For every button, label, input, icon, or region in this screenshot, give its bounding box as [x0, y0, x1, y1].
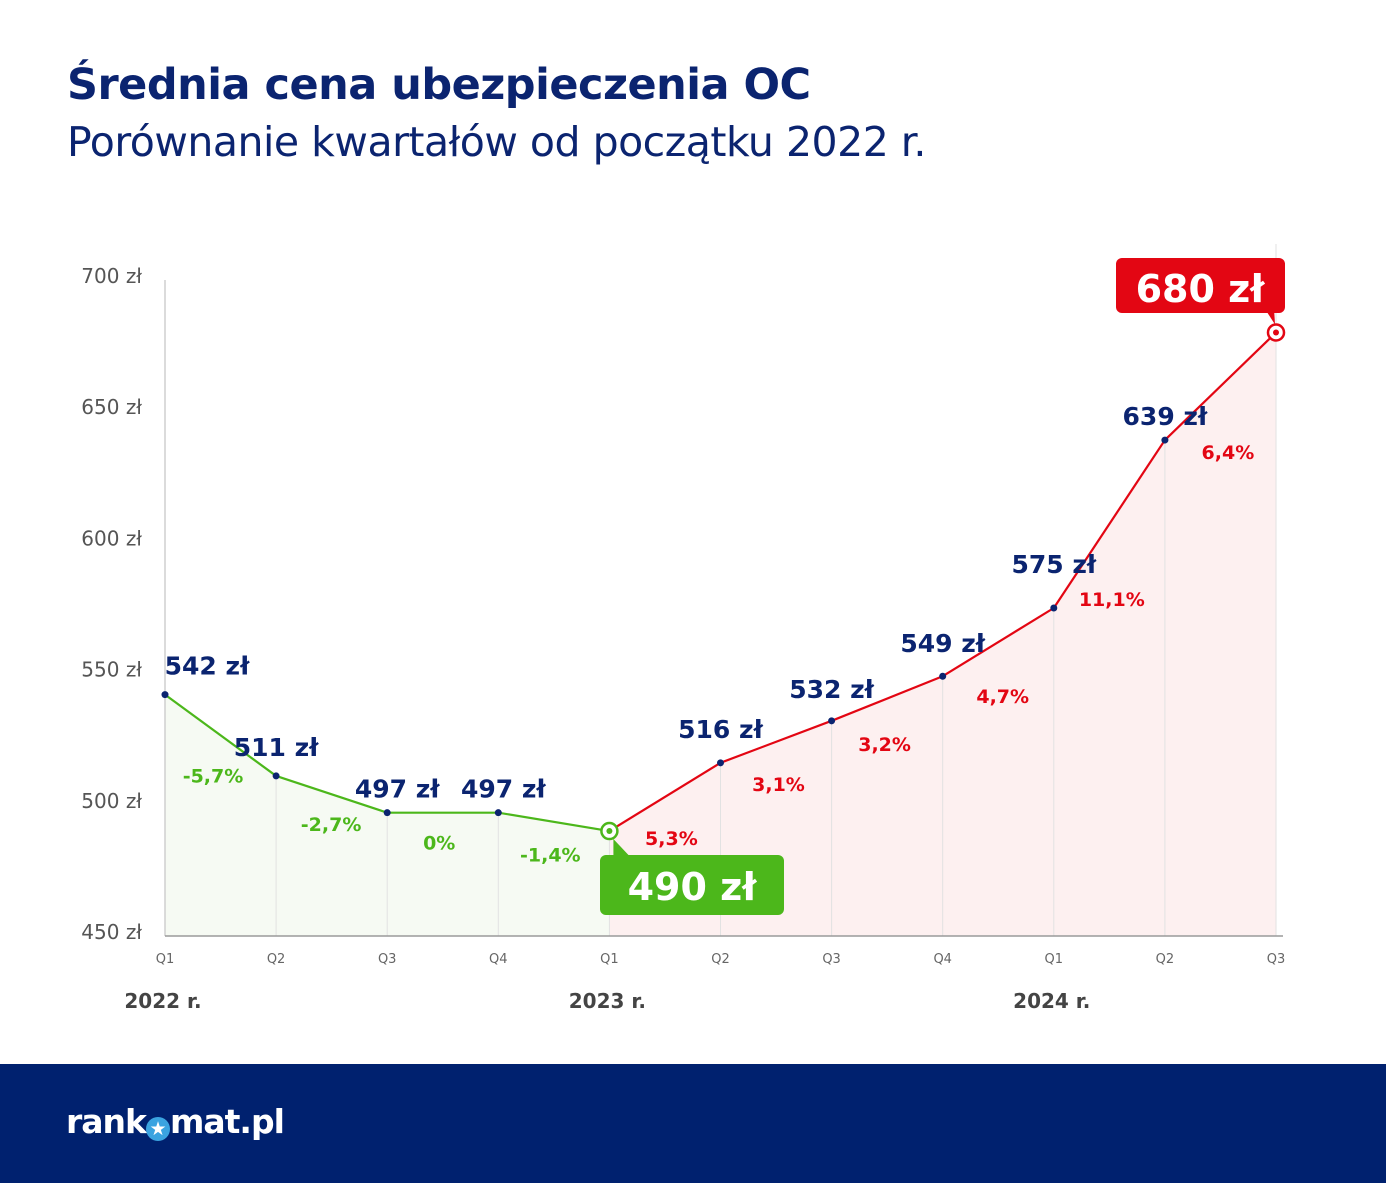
y-tick-label: 600 zł	[81, 526, 142, 550]
data-point	[939, 672, 947, 680]
change-label: 11,1%	[1079, 589, 1145, 611]
value-label: 511 zł	[234, 733, 319, 762]
value-label: 497 zł	[461, 775, 546, 804]
logo-text-start: rank	[66, 1102, 147, 1141]
x-tick-label: Q1	[1045, 952, 1064, 967]
line-segment	[1052, 439, 1166, 609]
x-tick-label: Q2	[267, 952, 286, 967]
x-tick-label: Q4	[489, 952, 508, 967]
value-label: 516 zł	[678, 715, 763, 744]
change-label: 3,2%	[858, 734, 911, 756]
x-tick-label: Q3	[822, 952, 841, 967]
highlight-point-center	[606, 828, 613, 835]
line-segment	[608, 761, 722, 832]
year-label: 2024 r.	[1013, 989, 1090, 1013]
min-value-callout	[600, 855, 784, 915]
footer-bar	[0, 1064, 1386, 1183]
y-tick-label: 650 zł	[81, 395, 142, 419]
year-label: 2022 r.	[124, 989, 201, 1013]
x-tick-label: Q4	[933, 952, 952, 967]
change-label: -1,4%	[520, 845, 581, 867]
data-point	[1161, 436, 1169, 444]
line-segment	[498, 811, 610, 833]
x-tick-label: Q1	[600, 952, 619, 967]
max-value-callout	[1116, 258, 1285, 313]
year-label: 2023 r.	[569, 989, 646, 1013]
chart-subtitle: Porównanie kwartałów od początku 2022 r.	[67, 118, 926, 166]
data-point	[272, 772, 280, 780]
y-tick-label: 500 zł	[81, 789, 142, 813]
callout-pointer	[613, 839, 630, 857]
star-icon: ★	[145, 1117, 170, 1141]
value-label: 639 zł	[1123, 402, 1208, 431]
value-label: 575 zł	[1011, 550, 1096, 579]
x-tick-label: Q2	[711, 952, 730, 967]
change-label: 4,7%	[976, 686, 1029, 708]
y-tick-label: 700 zł	[81, 264, 142, 288]
logo: rank ★ mat.pl	[66, 1102, 285, 1141]
red-area	[609, 332, 1276, 937]
y-tick-label: 550 zł	[81, 658, 142, 682]
line-chart: 450 zł 500 zł 550 zł 600 zł 650 zł 700 zł Q1 Q2…	[81, 244, 1286, 1013]
max-value-label: 680 zł	[1136, 267, 1266, 311]
change-label: -2,7%	[301, 814, 362, 836]
y-tick-label: 450 zł	[81, 920, 142, 944]
data-point	[383, 809, 391, 817]
x-tick-label: Q2	[1156, 952, 1175, 967]
change-label: 0%	[423, 833, 455, 855]
x-tick-label: Q3	[1267, 952, 1286, 967]
change-label: 3,1%	[752, 774, 805, 796]
chart-title: Średnia cena ubezpieczenia OC	[67, 60, 811, 110]
data-point	[717, 759, 724, 767]
min-value-label: 490 zł	[628, 865, 758, 909]
line-segment	[275, 774, 388, 814]
logo-text-end: mat.pl	[169, 1102, 285, 1141]
line-segment	[164, 693, 277, 777]
x-tick-label: Q1	[156, 952, 175, 967]
value-label: 549 zł	[900, 629, 985, 658]
line-segment	[720, 719, 832, 764]
value-label: 542 zł	[165, 652, 250, 681]
change-label: 6,4%	[1202, 442, 1255, 464]
data-point	[1050, 604, 1058, 612]
x-tick-label: Q3	[378, 952, 397, 967]
line-segment	[831, 675, 944, 722]
change-label: 5,3%	[645, 828, 698, 850]
highlight-point-center	[1273, 329, 1279, 336]
data-point	[828, 717, 836, 725]
value-label: 532 zł	[789, 675, 874, 704]
data-point	[494, 809, 502, 817]
value-label: 497 zł	[355, 775, 440, 804]
line-segment	[942, 607, 1055, 678]
data-point	[161, 691, 169, 699]
change-label: -5,7%	[183, 766, 244, 788]
line-segment	[1164, 331, 1277, 441]
